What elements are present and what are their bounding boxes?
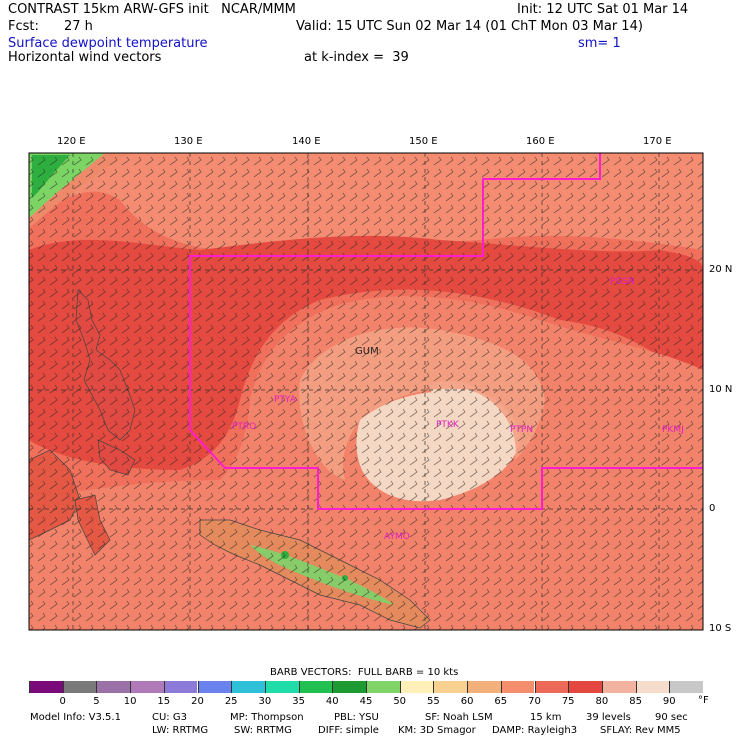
colorbar-swatch	[163, 681, 198, 693]
map-fields	[29, 153, 703, 630]
forecast-hour: 27 h	[64, 19, 93, 34]
colorbar-swatch	[332, 681, 366, 693]
colorbar-label: 70	[528, 696, 541, 707]
colorbar-label: 35	[292, 696, 305, 707]
sw-scheme: SW: RRTMG	[234, 725, 292, 736]
station-pkmj: PKMJ	[662, 425, 684, 435]
valid-time: Valid: 15 UTC Sun 02 Mar 14 (01 ChT Mon …	[296, 19, 643, 34]
colorbar-label: 50	[393, 696, 407, 707]
sf-scheme: SF: Noah LSM	[425, 712, 493, 723]
lon-label: 130 E	[174, 136, 203, 147]
colorbar-swatch	[635, 681, 670, 693]
colorbar-swatch	[467, 681, 501, 693]
forecast-label: Fcst:	[8, 19, 39, 34]
lat-label: 0	[709, 503, 716, 514]
station-aymo: AYMO	[384, 532, 410, 542]
station-ptya: PTYA	[274, 395, 296, 405]
colorbar-swatch	[62, 681, 97, 693]
colorbar-swatch	[366, 681, 400, 693]
colorbar-swatch	[534, 681, 569, 693]
colorbar-label: 30	[258, 696, 272, 707]
resolution: 15 km	[530, 712, 562, 723]
sflay-scheme: SFLAY: Rev MM5	[600, 725, 681, 736]
colorbar-swatch	[130, 681, 164, 693]
station-ptpn: PTPN	[510, 425, 534, 435]
lon-label: 160 E	[526, 136, 555, 147]
pbl-scheme: PBL: YSU	[334, 712, 379, 723]
colorbar-label: 75	[561, 696, 575, 707]
colorbar-swatch	[601, 681, 636, 693]
colorbar-label: 5	[93, 696, 100, 707]
vector-label: Horizontal wind vectors	[8, 50, 162, 65]
diff-scheme: DIFF: simple	[318, 725, 379, 736]
colorbar-label: 85	[629, 696, 642, 707]
lw-scheme: LW: RRTMG	[152, 725, 209, 736]
colorbar-swatch	[298, 681, 333, 693]
cu-scheme: CU: G3	[152, 712, 187, 723]
lat-label: 10 S	[709, 623, 732, 634]
level-label: at k-index = 39	[304, 50, 409, 65]
colorbar-swatch	[29, 681, 63, 693]
colorbar-label: 80	[595, 696, 609, 707]
colorbar-swatch	[399, 681, 434, 693]
colorbar-swatch	[264, 681, 299, 693]
colorbar-label: 10	[123, 696, 137, 707]
colorbar-swatch	[568, 681, 602, 693]
colorbar-swatch	[96, 681, 131, 693]
colorbar-swatch	[669, 681, 703, 693]
init-time: Init: 12 UTC Sat 01 Mar 14	[517, 2, 689, 17]
station-ptro: PTRO	[232, 422, 257, 432]
model-info: Model Info: V3.5.1	[30, 712, 121, 723]
damp-scheme: DAMP: Rayleigh3	[492, 725, 578, 736]
colorbar-label: 15	[157, 696, 171, 707]
km-scheme: KM: 3D Smagor	[398, 725, 476, 736]
station-ptkk: PTKK	[436, 420, 459, 430]
station-gum: GUM	[355, 346, 379, 357]
lon-label: 140 E	[292, 136, 321, 147]
colorbar-label: 90	[662, 696, 676, 707]
lon-label: 120 E	[57, 136, 86, 147]
levels: 39 levels	[586, 712, 631, 723]
colorbar-swatch	[433, 681, 468, 693]
lon-label: 170 E	[643, 136, 672, 147]
colorbar-label: 60	[460, 696, 474, 707]
lon-label: 150 E	[409, 136, 438, 147]
lat-label: 20 N	[709, 264, 733, 275]
colorbar-swatch	[500, 681, 535, 693]
station-pgsn: PGSN	[610, 277, 635, 287]
colorbar-label: 0	[59, 696, 66, 707]
colorbar-label: 40	[325, 696, 339, 707]
title: CONTRAST 15km ARW-GFS init NCAR/MMM	[8, 2, 296, 17]
colorbar-label: 65	[494, 696, 508, 707]
colorbar-swatch	[197, 681, 232, 693]
colorbar-swatch	[231, 681, 265, 693]
barb-legend: BARB VECTORS: FULL BARB = 10 kts	[270, 667, 459, 678]
timestep: 90 sec	[655, 712, 688, 723]
smoothing: sm= 1	[578, 36, 621, 51]
colorbar-label: 25	[224, 696, 238, 707]
colorbar-units: °F	[698, 695, 709, 706]
colorbar-label: 45	[359, 696, 373, 707]
mp-scheme: MP: Thompson	[230, 712, 304, 723]
colorbar-label: 55	[427, 696, 440, 707]
lat-label: 10 N	[709, 384, 733, 395]
field-name: Surface dewpoint temperature	[8, 36, 208, 51]
colorbar-label: 20	[191, 696, 204, 707]
